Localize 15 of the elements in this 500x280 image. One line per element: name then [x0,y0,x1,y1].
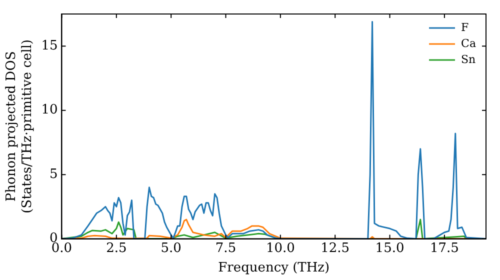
x-tick-label: 7.5 [215,240,236,256]
x-tick-label: 17.5 [430,240,459,256]
x-tick-label: 15.0 [375,240,404,256]
y-axis-title: Phonon projected DOS (States/THz·primitive cell) [4,39,35,214]
x-tick-label: 2.5 [106,240,127,256]
x-tick-label: 12.5 [320,240,350,256]
y-tick-label: 10 [41,102,58,118]
legend-label: F [461,20,470,34]
legend-label: Sn [461,52,476,66]
legend-label: Ca [461,36,476,50]
y-tick-label: 5 [49,166,58,182]
x-tick-label: 10.0 [266,240,295,256]
y-tick-label: 15 [41,38,58,54]
x-tick-label: 5.0 [160,240,182,256]
x-axis-title: Frequency (THz) [218,260,330,276]
